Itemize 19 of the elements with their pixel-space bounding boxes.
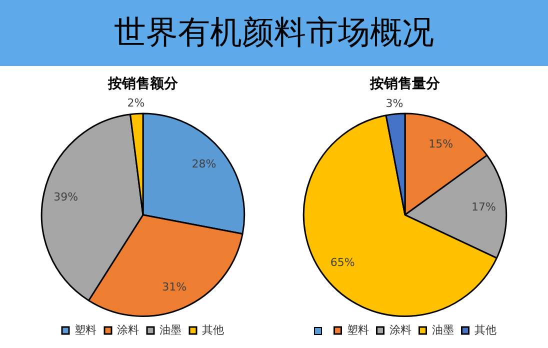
chart-title: 按销售额分 xyxy=(107,75,179,92)
data-label: 2% xyxy=(127,96,145,110)
data-label: 39% xyxy=(54,190,78,204)
data-label: 31% xyxy=(162,280,187,294)
legend-label: 油墨 xyxy=(432,323,454,336)
chart-title: 按销售量分 xyxy=(369,76,441,92)
legend-label: 涂料 xyxy=(117,323,139,336)
legend-label: 塑料 xyxy=(74,323,96,336)
data-label: 17% xyxy=(471,200,496,214)
legend-label: 涂料 xyxy=(389,323,412,336)
data-label: 3% xyxy=(386,96,404,110)
legend-label: 油墨 xyxy=(160,323,182,336)
data-label: 28% xyxy=(192,157,216,170)
text: 世界有机颜料市场概况 xyxy=(0,0,548,66)
data-label: 15% xyxy=(428,137,454,150)
legend-label: 塑料 xyxy=(346,323,369,336)
legend-label: 其他 xyxy=(474,323,496,336)
data-label: 65% xyxy=(330,256,355,270)
legend-label: 其他 xyxy=(202,323,224,336)
